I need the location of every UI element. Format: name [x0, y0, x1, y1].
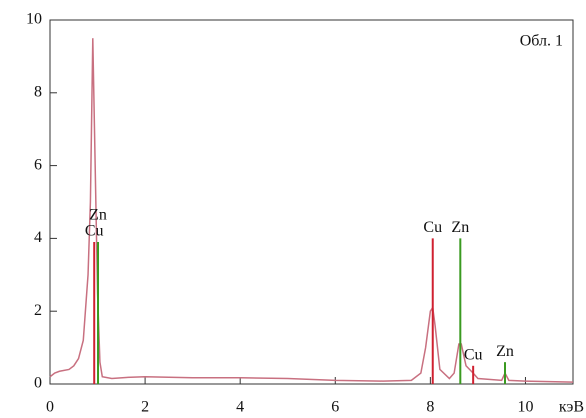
x-tick-label: 10 [517, 399, 533, 416]
y-tick-label: 0 [34, 375, 42, 392]
peak-label: Zn [451, 219, 469, 236]
x-tick-label: 2 [141, 399, 149, 416]
y-tick-label: 2 [34, 302, 42, 319]
y-tick-label: 8 [34, 83, 42, 100]
y-tick-label: 4 [34, 229, 42, 246]
plot-frame [49, 19, 574, 385]
y-tick-label: 6 [34, 156, 42, 173]
x-tick-label: 8 [426, 399, 434, 416]
x-tick-label: 6 [331, 399, 339, 416]
y-tick-label: 10 [26, 11, 42, 28]
peak-label: Zn [89, 207, 107, 224]
peak-label: Cu [85, 223, 104, 240]
peak-label: Zn [496, 343, 514, 360]
peak-label: Cu [464, 346, 483, 363]
x-tick-label: 4 [236, 399, 244, 416]
annotation: Обл. 1 [520, 33, 563, 50]
x-tick-label: 0 [46, 399, 54, 416]
spectrum-line [49, 38, 574, 383]
peak-label: Cu [423, 219, 442, 236]
x-axis-label: кэВ [559, 399, 584, 416]
